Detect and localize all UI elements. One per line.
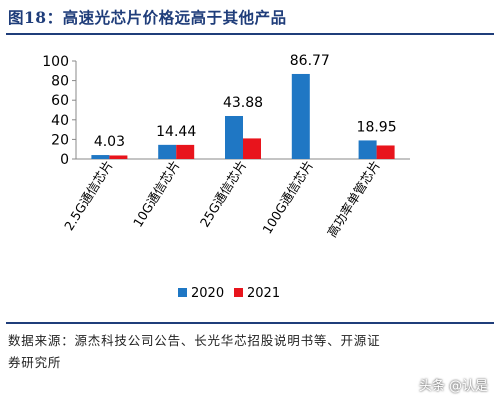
figure-title: 图18：高速光芯片价格远高于其他产品 bbox=[8, 8, 287, 27]
chart-svg: 0 20 40 60 80 100 4.03 14.44 43.88 86.77 18.95 2.5G… bbox=[42, 53, 410, 301]
bar-2021 bbox=[243, 138, 261, 159]
y-tick-label: 60 bbox=[51, 93, 69, 109]
bar-2020 bbox=[358, 140, 377, 159]
bar-2020 bbox=[91, 155, 110, 159]
legend-swatch-2021 bbox=[234, 288, 243, 297]
bar-2020 bbox=[225, 115, 243, 159]
source-line: 券研究所 bbox=[8, 355, 62, 370]
source-note: 数据来源：源杰科技公司公告、长光华芯招股说明书等、开源证 券研究所 bbox=[8, 330, 488, 374]
bar-2021 bbox=[376, 145, 395, 159]
y-tick-label: 20 bbox=[51, 132, 69, 148]
x-category-label: 高功率单管芯片 bbox=[324, 158, 383, 240]
bar-2021 bbox=[176, 144, 195, 159]
source-rule bbox=[6, 322, 494, 324]
data-label: 43.88 bbox=[223, 95, 263, 111]
x-category-label: 10G通信芯片 bbox=[130, 158, 183, 230]
x-category-label: 2.5G通信芯片 bbox=[61, 158, 116, 233]
watermark: 头条 @认是 bbox=[418, 379, 488, 394]
data-label: 4.03 bbox=[94, 134, 125, 150]
bar-chart: 0 20 40 60 80 100 4.03 14.44 43.88 86.77 18.95 2.5G… bbox=[0, 36, 500, 326]
bar-2021 bbox=[109, 155, 128, 159]
data-label: 18.95 bbox=[357, 119, 397, 135]
x-category-label: 100G通信芯片 bbox=[259, 158, 316, 237]
title-rule bbox=[6, 33, 494, 35]
source-line: 数据来源：源杰科技公司公告、长光华芯招股说明书等、开源证 bbox=[8, 333, 381, 348]
x-category-label: 25G通信芯片 bbox=[197, 158, 250, 230]
legend-label: 2021 bbox=[247, 286, 280, 301]
y-tick-label: 80 bbox=[51, 74, 69, 90]
legend-label: 2020 bbox=[191, 286, 224, 301]
y-tick-label: 0 bbox=[60, 152, 69, 168]
bar-2020 bbox=[291, 73, 310, 159]
y-tick-label: 40 bbox=[51, 113, 69, 129]
data-label: 14.44 bbox=[156, 124, 196, 140]
legend-swatch-2020 bbox=[178, 288, 187, 297]
y-tick-label: 100 bbox=[42, 54, 69, 70]
data-label: 86.77 bbox=[290, 53, 330, 69]
bar-2020 bbox=[158, 144, 177, 159]
